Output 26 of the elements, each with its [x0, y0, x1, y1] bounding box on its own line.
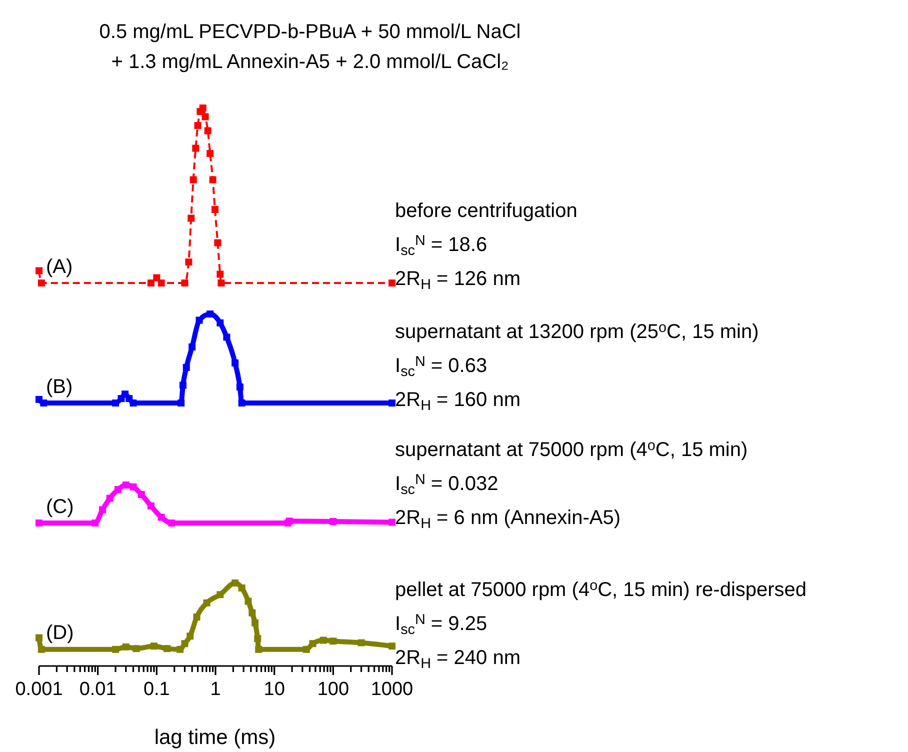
- x-tick-label: 10: [264, 679, 285, 700]
- text: 2R$_{H}$ = 126 nm: [395, 268, 520, 292]
- text: supernatant at 75000 rpm (4$^{o}$C, 15 min): [395, 438, 748, 461]
- text: I$_{sc}$$^{N}$ = 0.63: [395, 354, 488, 380]
- chart-subtitle: + 1.3 mg/mL Annexin-A5 + 2.0 mmol/L CaCl₂: [111, 51, 509, 73]
- text: 2R$_{H}$ = 6 nm (Annexin-A5): [395, 507, 621, 532]
- text: supernatant at 13200 rpm (25$^{o}$C, 15 min): [395, 320, 759, 343]
- text: pellet at 75000 rpm (4$^{o}$C, 15 min) re-dispersed: [395, 578, 807, 601]
- annotation: (C): [46, 496, 74, 518]
- x-tick-label: 0.001: [15, 679, 63, 700]
- x-tick-label: 1000: [370, 679, 414, 700]
- annotation: (B): [46, 376, 73, 398]
- x-tick-label: 0.01: [79, 679, 116, 700]
- text: I$_{sc}$$^{N}$ = 9.25: [395, 612, 488, 638]
- text: 2R$_{H}$ = 240 nm: [395, 647, 520, 672]
- x-tick-label: 1: [210, 679, 221, 700]
- text: before centrifugation: [395, 200, 578, 222]
- x-axis-title: lag time (ms): [154, 726, 276, 749]
- text: 2R$_{H}$ = 160 nm: [395, 389, 520, 414]
- x-tick-label: 0.1: [143, 679, 170, 700]
- annotation: (D): [46, 622, 74, 644]
- chart-title: 0.5 mg/mL PECVPD-b-PBuA + 50 mmol/L NaCl: [99, 21, 521, 43]
- annotation: (A): [46, 256, 73, 278]
- text: I$_{sc}$$^{N}$ = 0.032: [395, 472, 498, 498]
- text: I$_{sc}$$^{N}$ = 18.6: [395, 232, 488, 258]
- x-tick-label: 100: [317, 679, 350, 700]
